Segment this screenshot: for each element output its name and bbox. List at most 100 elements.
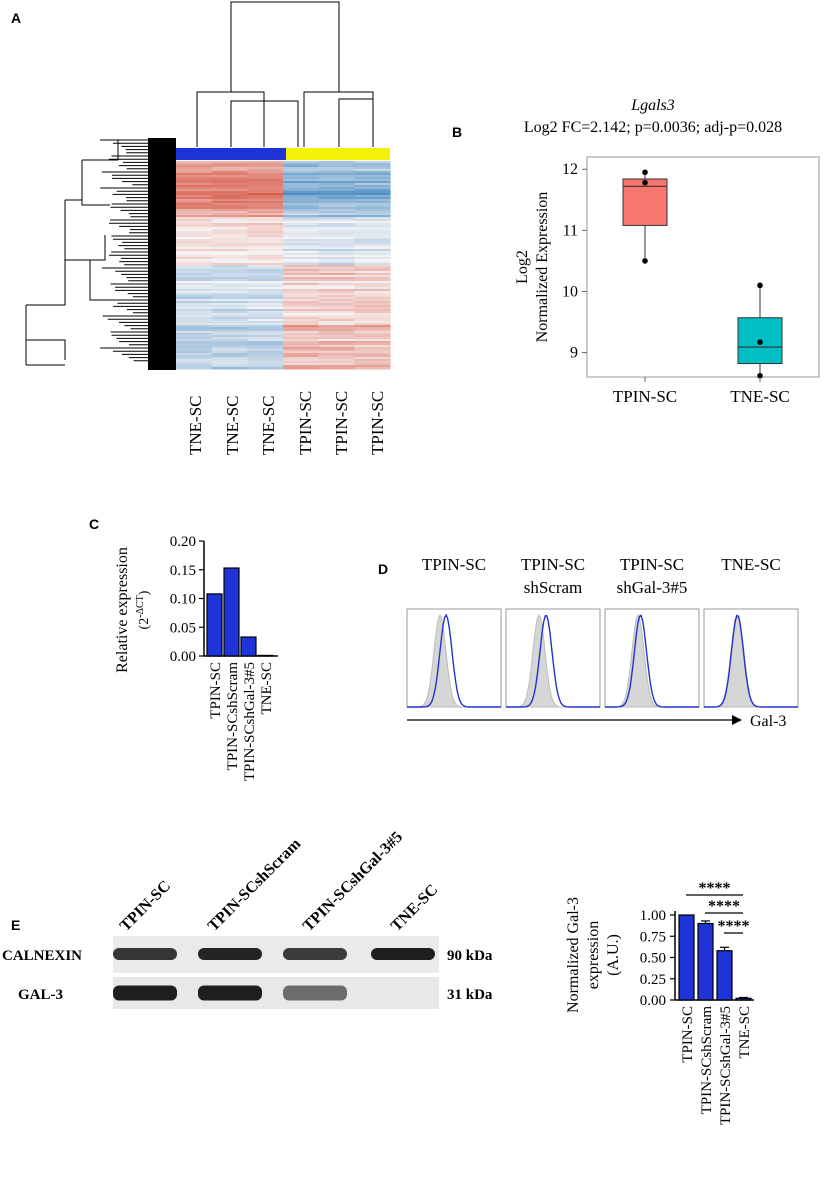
gal3-histogram bbox=[407, 613, 501, 708]
heatmap-cell bbox=[318, 323, 355, 326]
heatmap-cell bbox=[176, 363, 213, 366]
heatmap-cell bbox=[211, 313, 248, 316]
heatmap-cell bbox=[318, 247, 355, 250]
heatmap-cell bbox=[354, 243, 391, 246]
heatmap-cell bbox=[283, 297, 320, 300]
heatmap-cell bbox=[354, 197, 391, 200]
heatmap-panel: TNE-SC TNE-SC TNE-SC TPIN-SC TPIN-SC TPI… bbox=[25, 1, 391, 456]
data-point bbox=[757, 372, 763, 379]
heatmap-cell bbox=[283, 199, 320, 202]
heatmap-cell bbox=[211, 341, 248, 344]
heatmap-cell bbox=[247, 241, 284, 244]
heatmap-cell bbox=[247, 227, 284, 230]
blot-band bbox=[283, 985, 347, 1001]
heatmap-cell bbox=[176, 215, 213, 218]
row-label-gal3: GAL-3 bbox=[18, 987, 63, 1003]
heatmap-cell bbox=[247, 187, 284, 190]
heatmap-cell bbox=[211, 209, 248, 212]
heatmap-cell bbox=[283, 169, 320, 172]
heatmap-cell bbox=[318, 257, 355, 260]
heatmap-cell bbox=[211, 257, 248, 260]
heatmap-cell bbox=[247, 213, 284, 216]
heatmap-cell bbox=[354, 357, 391, 360]
heatmap-cell bbox=[354, 269, 391, 272]
heatmap-cell bbox=[318, 251, 355, 254]
heatmap-cell bbox=[318, 259, 355, 262]
heatmap-cell bbox=[283, 263, 320, 266]
heatmap-cell bbox=[211, 199, 248, 202]
heatmap-cell bbox=[318, 289, 355, 292]
heatmap-cell bbox=[354, 343, 391, 346]
gal3-histogram bbox=[704, 614, 798, 708]
heatmap-cell bbox=[211, 349, 248, 352]
heatmap-cell bbox=[283, 211, 320, 214]
heatmap-cell bbox=[283, 353, 320, 356]
heatmap-cell bbox=[318, 309, 355, 312]
heatmap-cell bbox=[283, 267, 320, 270]
xtick-label: TPIN-SC bbox=[208, 662, 224, 719]
heatmap-cell bbox=[354, 273, 391, 276]
histogram-title: TNE-SC bbox=[721, 555, 781, 574]
western-blot-panel: TPIN-SC TPIN-SCshScram TPIN-SCshGal-3#5 … bbox=[0, 829, 540, 1010]
heatmap-cell bbox=[318, 327, 355, 330]
blot-bands bbox=[113, 948, 435, 1001]
heatmap-cell bbox=[211, 161, 248, 164]
heatmap-cell bbox=[283, 183, 320, 186]
heatmap-cell bbox=[211, 339, 248, 342]
heatmap-cell bbox=[211, 207, 248, 210]
heatmap-cell bbox=[283, 305, 320, 308]
heatmap-cell bbox=[354, 205, 391, 208]
heatmap-cell bbox=[176, 325, 213, 328]
xtick-label: TNE-SC bbox=[737, 1006, 753, 1059]
heatmap-cell bbox=[318, 233, 355, 236]
heatmap-cell bbox=[176, 201, 213, 204]
heatmap-cell bbox=[283, 283, 320, 286]
heatmap-cell bbox=[283, 363, 320, 366]
heatmap-cell bbox=[318, 161, 355, 164]
heatmap-cell bbox=[247, 261, 284, 264]
heatmap-cell bbox=[211, 173, 248, 176]
blot-band bbox=[371, 948, 435, 960]
heatmap-cell bbox=[283, 257, 320, 260]
heatmap-cell bbox=[354, 237, 391, 240]
heatmap-cell bbox=[211, 213, 248, 216]
ytick-label: 12 bbox=[562, 161, 578, 178]
heatmap-cell bbox=[176, 331, 213, 334]
lane-labels: TPIN-SC TPIN-SCshScram TPIN-SCshGal-3#5 … bbox=[117, 829, 442, 935]
heatmap-cell bbox=[283, 303, 320, 306]
flow-histograms: TPIN-SC TPIN-SC shScram TPIN-SC shGal-3#5 TNE… bbox=[406, 555, 799, 708]
heatmap-cell bbox=[247, 169, 284, 172]
heatmap-cell bbox=[211, 205, 248, 208]
data-point bbox=[642, 169, 648, 176]
xtick-label: TPIN-SCshScram bbox=[699, 1006, 715, 1115]
heatmap-cell bbox=[318, 353, 355, 356]
ytick-label: 0.00 bbox=[640, 993, 666, 1009]
heatmap-cell bbox=[283, 329, 320, 332]
heatmap-cell bbox=[283, 295, 320, 298]
heatmap-cell bbox=[318, 209, 355, 212]
heatmap-cell bbox=[211, 181, 248, 184]
heatmap-cell bbox=[211, 291, 248, 294]
heatmap-cell bbox=[318, 165, 355, 168]
heatmap-cell bbox=[247, 289, 284, 292]
quant-ylabel-3: (A.U.) bbox=[605, 934, 622, 976]
heatmap-cell bbox=[176, 343, 213, 346]
heatmap-cell bbox=[318, 283, 355, 286]
heatmap-cell bbox=[247, 245, 284, 248]
heatmap-cell bbox=[354, 355, 391, 358]
heatmap-cell bbox=[318, 343, 355, 346]
heatmap-cell bbox=[283, 197, 320, 200]
heatmap-cell bbox=[176, 217, 213, 220]
col-label: TNE-SC bbox=[259, 396, 278, 456]
heatmap-cell bbox=[211, 197, 248, 200]
heatmap-cell bbox=[247, 253, 284, 256]
bar bbox=[735, 997, 752, 1001]
heatmap-cell bbox=[354, 261, 391, 264]
heatmap-cell bbox=[318, 189, 355, 192]
heatmap-cell bbox=[318, 301, 355, 304]
heatmap-cell bbox=[354, 295, 391, 298]
significance-label: **** bbox=[718, 918, 750, 935]
heatmap-cell bbox=[211, 229, 248, 232]
heatmap-cell bbox=[211, 227, 248, 230]
heatmap-cell bbox=[176, 205, 213, 208]
